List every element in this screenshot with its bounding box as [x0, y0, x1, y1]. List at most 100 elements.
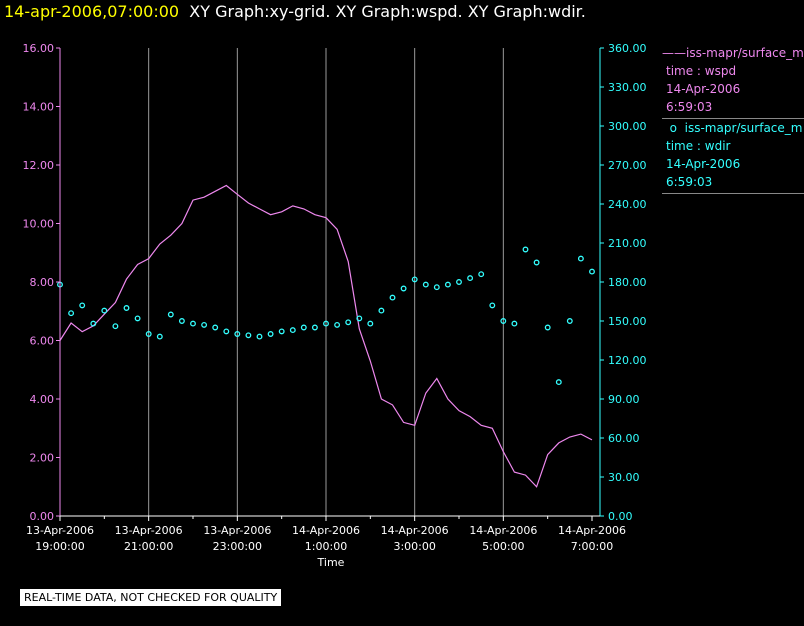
series-layer [57, 184, 595, 488]
right-tick-label: 240.00 [608, 198, 647, 211]
graph-title: 14-apr-2006,07:00:00 XY Graph:xy-grid. X… [4, 0, 586, 24]
point-wdir [422, 281, 429, 288]
point-wdir [267, 331, 274, 337]
legend-field: time : wdir [666, 139, 731, 153]
point-wdir [456, 279, 462, 285]
legend-line-symbol: —— [662, 46, 686, 60]
point-wdir [433, 284, 440, 291]
right-tick-label: 30.00 [608, 471, 640, 484]
right-tick-label: 360.00 [608, 42, 647, 55]
left-tick-label: 6.00 [30, 335, 55, 348]
point-wdir [300, 324, 307, 331]
left-tick-label: 0.00 [30, 510, 55, 523]
right-tick-label: 120.00 [608, 354, 647, 367]
point-wdir [544, 324, 551, 331]
legend-source: iss-mapr/surface_m [686, 46, 804, 60]
point-wdir [356, 315, 363, 322]
right-tick-label: 210.00 [608, 237, 647, 250]
point-wdir [178, 318, 185, 324]
point-wdir [278, 328, 285, 335]
x-tick-time: 5:00:00 [482, 540, 524, 553]
right-tick-label: 180.00 [608, 276, 647, 289]
right-tick-label: 60.00 [608, 432, 640, 445]
left-tick-label: 2.00 [30, 452, 55, 465]
axes-layer: 0.00 2.00 4.00 6.00 8.00 10.00 12.00 14.00 16.00… [23, 42, 647, 553]
point-wdir [345, 319, 352, 326]
x-tick-date: 14-Apr-2006 [558, 524, 626, 537]
left-tick-label: 8.00 [30, 276, 55, 289]
point-wdir [334, 321, 341, 328]
series-line-wspd [59, 184, 593, 488]
legend-date: 14-Apr-2006 [666, 157, 741, 171]
point-wdir [589, 268, 595, 275]
point-wdir [444, 281, 451, 288]
left-tick-label: 4.00 [30, 393, 55, 406]
title-timestamp: 14-apr-2006,07:00:00 [4, 2, 180, 21]
right-tick-label: 90.00 [608, 393, 640, 406]
point-wdir [555, 379, 562, 386]
x-tick-time: 3:00:00 [393, 540, 435, 553]
quality-disclaimer: REAL-TIME DATA, NOT CHECKED FOR QUALITY [20, 589, 282, 606]
x-axis-label: Time [317, 556, 345, 569]
legend-date: 14-Apr-2006 [666, 82, 741, 96]
point-wdir [223, 328, 230, 335]
point-wdir [467, 275, 474, 282]
vertical-grid [148, 48, 504, 516]
x-tick-time: 23:00:00 [213, 540, 262, 553]
point-wdir [212, 324, 219, 331]
point-wdir [190, 320, 196, 327]
x-tick-time: 21:00:00 [124, 540, 173, 553]
left-tick-label: 10.00 [23, 218, 55, 231]
point-wdir [533, 259, 540, 266]
right-tick-label: 150.00 [608, 315, 647, 328]
legend-time: 6:59:03 [666, 100, 713, 114]
point-wdir [489, 302, 496, 309]
legend: ——iss-mapr/surface_m time : wspd 14-Apr-… [662, 44, 804, 194]
legend-source: iss-mapr/surface_m [684, 121, 803, 135]
left-tick-label: 12.00 [23, 159, 55, 172]
point-wdir [156, 333, 163, 340]
point-wdir [245, 332, 252, 339]
point-wdir [289, 327, 296, 334]
point-wdir [577, 255, 584, 262]
point-wdir [201, 321, 208, 328]
point-wdir [79, 302, 86, 309]
legend-field: time : wspd [666, 64, 737, 78]
right-tick-label: 270.00 [608, 159, 647, 172]
left-tick-label: 14.00 [23, 101, 55, 114]
point-wdir [90, 320, 97, 327]
point-wdir [378, 307, 385, 314]
point-wdir [256, 333, 263, 340]
x-tick-date: 13-Apr-2006 [115, 524, 183, 537]
point-wdir [145, 331, 152, 337]
point-wdir [367, 320, 374, 327]
point-wdir [411, 276, 418, 283]
x-tick-time: 19:00:00 [35, 540, 84, 553]
point-wdir [101, 307, 108, 314]
point-wdir [478, 271, 485, 278]
point-wdir [389, 294, 396, 301]
x-tick-date: 13-Apr-2006 [26, 524, 94, 537]
point-wdir [68, 310, 75, 317]
point-wdir [511, 320, 518, 327]
legend-entry-wdir: o iss-mapr/surface_m time : wdir 14-Apr-… [662, 119, 804, 194]
x-tick-time: 1:00:00 [305, 540, 347, 553]
x-tick-date: 14-Apr-2006 [381, 524, 449, 537]
left-tick-label: 16.00 [23, 42, 55, 55]
legend-time: 6:59:03 [666, 175, 713, 189]
x-tick-time: 7:00:00 [571, 540, 613, 553]
point-wdir [500, 318, 507, 324]
x-tick-date: 13-Apr-2006 [203, 524, 271, 537]
title-graph-list: XY Graph:xy-grid. XY Graph:wspd. XY Grap… [189, 2, 586, 21]
legend-entry-wspd: ——iss-mapr/surface_m time : wspd 14-Apr-… [662, 44, 804, 119]
point-wdir [234, 331, 241, 337]
right-tick-label: 0.00 [608, 510, 633, 523]
point-wdir [123, 305, 130, 311]
right-tick-label: 330.00 [608, 81, 647, 94]
x-tick-date: 14-Apr-2006 [469, 524, 537, 537]
point-wdir [167, 311, 174, 318]
point-wdir [400, 285, 407, 292]
x-tick-date: 14-Apr-2006 [292, 524, 360, 537]
point-wdir [311, 324, 318, 331]
